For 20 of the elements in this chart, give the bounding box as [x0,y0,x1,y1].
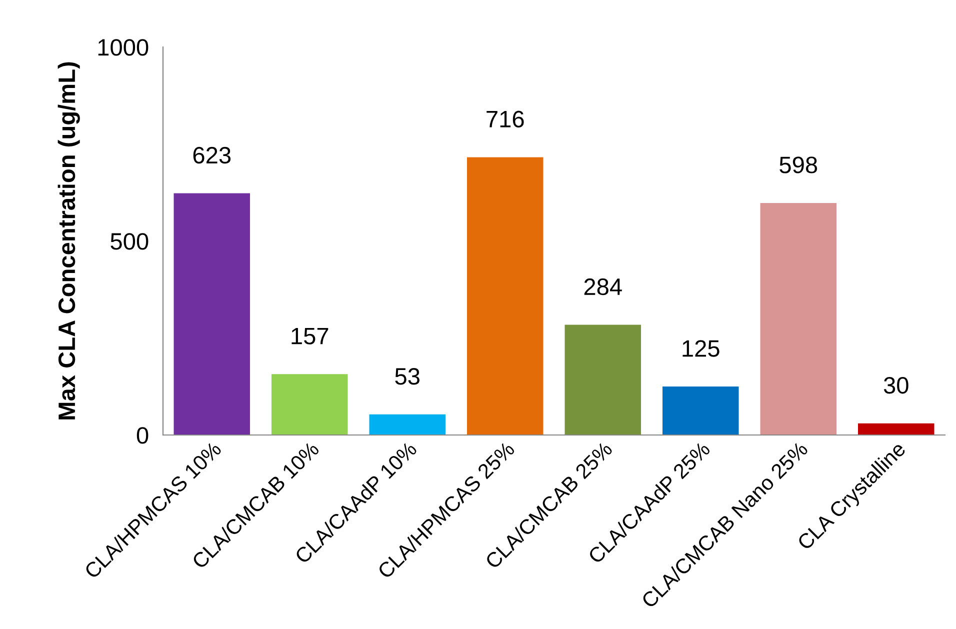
bar [467,157,544,435]
bar [369,414,446,435]
data-label: 284 [584,278,622,296]
data-label: 30 [884,376,908,394]
bar [858,423,934,435]
data-label: 623 [193,146,231,164]
bar [760,202,836,435]
data-label: 53 [395,368,420,385]
data-label: 598 [780,156,818,174]
bar [564,324,641,435]
data-label: 157 [292,328,328,344]
y-tick-label: 1000 [98,39,148,56]
bar [662,386,739,435]
bar [174,193,250,435]
y-axis-title: Max CLA Concentration (ug/mL) [58,62,80,420]
y-tick-label: 0 [136,427,148,444]
data-label: 716 [486,110,524,128]
y-tick-label: 500 [110,233,148,250]
bar [272,374,348,435]
data-label: 125 [682,340,720,357]
